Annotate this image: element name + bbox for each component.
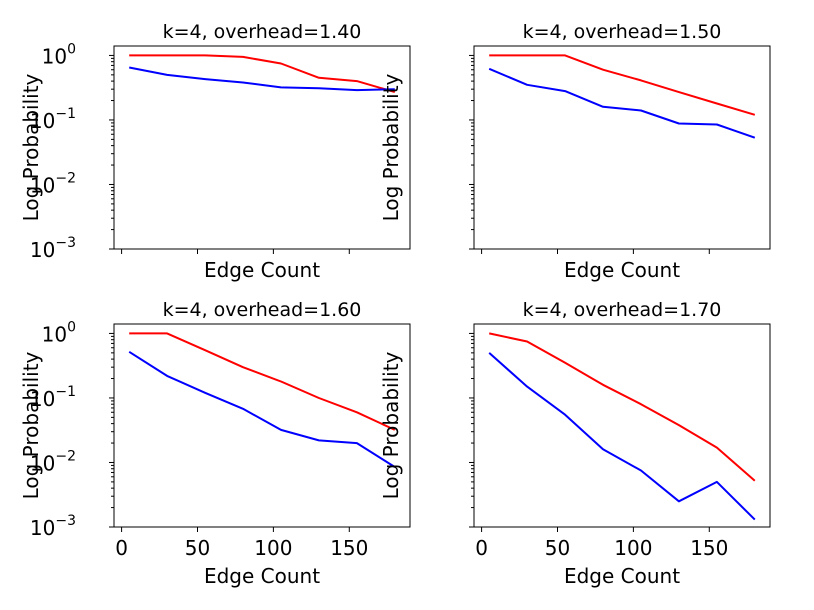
series-lines: [129, 54, 396, 94]
x-ticks: 0 50 100 150: [475, 527, 728, 560]
x-tick-label: 150: [330, 536, 368, 560]
series-line-blue: [129, 66, 395, 92]
plot-frame: [473, 323, 771, 528]
x-ticks: [481, 249, 710, 254]
series-line-red: [129, 54, 396, 94]
x-ticks: [121, 249, 350, 254]
x-tick-label: 0: [115, 536, 128, 560]
y-axis-label: Log Probability: [19, 73, 43, 221]
series-line-blue: [488, 67, 756, 139]
y-tick-label: 100: [42, 41, 76, 68]
plot-frame: [473, 45, 771, 250]
y-tick-label: 10−3: [30, 513, 76, 540]
y-tick-label: 10−2: [30, 170, 76, 197]
y-axis-label: Log Probability: [379, 73, 403, 221]
y-tick-exponent: −1: [55, 106, 76, 122]
subplot-top-left: k=4, overhead=1.40 Edge Count Log Probab…: [19, 21, 411, 282]
y-ticks: [469, 332, 474, 528]
y-axis-label: Log Probability: [19, 351, 43, 499]
y-tick-exponent: −2: [55, 170, 76, 186]
x-tick-label: 50: [545, 536, 570, 560]
y-tick-exponent: 0: [67, 41, 76, 57]
y-tick-label: 10−1: [30, 384, 76, 411]
y-tick-exponent: −1: [55, 384, 76, 400]
y-tick-label: 10−3: [30, 235, 76, 262]
chart-title: k=4, overhead=1.50: [523, 21, 722, 43]
subplot-top-right: k=4, overhead=1.50 Edge Count Log Probab…: [379, 21, 771, 282]
series-line-blue: [128, 350, 396, 468]
x-tick-label: 100: [254, 536, 292, 560]
y-ticks: [469, 54, 474, 250]
y-tick-exponent: −2: [55, 448, 76, 464]
y-tick-label: 100: [42, 319, 76, 346]
series-line-red: [489, 54, 756, 116]
chart-title: k=4, overhead=1.60: [163, 299, 362, 321]
series-line-red: [488, 332, 756, 482]
series-line-red: [129, 332, 396, 431]
x-tick-label: 150: [690, 536, 728, 560]
subplot-bottom-right: k=4, overhead=1.70 Edge Count Log Probab…: [379, 299, 771, 588]
chart-title: k=4, overhead=1.70: [523, 299, 722, 321]
y-tick-exponent: 0: [67, 319, 76, 335]
x-tick-label: 100: [614, 536, 652, 560]
series-lines: [488, 54, 756, 139]
series-line-blue: [488, 352, 756, 521]
x-axis-label: Edge Count: [564, 564, 680, 588]
y-tick-exponent: −3: [55, 513, 76, 529]
y-tick-label: 10−1: [30, 106, 76, 133]
x-axis-label: Edge Count: [564, 258, 680, 282]
x-tick-label: 50: [185, 536, 210, 560]
chart-title: k=4, overhead=1.40: [163, 21, 362, 43]
x-axis-label: Edge Count: [204, 258, 320, 282]
x-tick-label: 0: [475, 536, 488, 560]
x-ticks: 0 50 100 150: [115, 527, 368, 560]
y-ticks: 100 10−1 10−2 10−3: [30, 41, 114, 262]
y-tick-label: 10−2: [30, 448, 76, 475]
plot-frame: [113, 45, 411, 250]
x-axis-label: Edge Count: [204, 564, 320, 588]
series-lines: [128, 332, 396, 468]
series-lines: [488, 332, 756, 521]
plot-frame: [113, 323, 411, 528]
y-ticks: 100 10−1 10−2 10−3: [30, 319, 114, 540]
y-tick-exponent: −3: [55, 235, 76, 251]
subplot-bottom-left: k=4, overhead=1.60 Edge Count Log Probab…: [19, 299, 411, 588]
y-axis-label: Log Probability: [379, 351, 403, 499]
